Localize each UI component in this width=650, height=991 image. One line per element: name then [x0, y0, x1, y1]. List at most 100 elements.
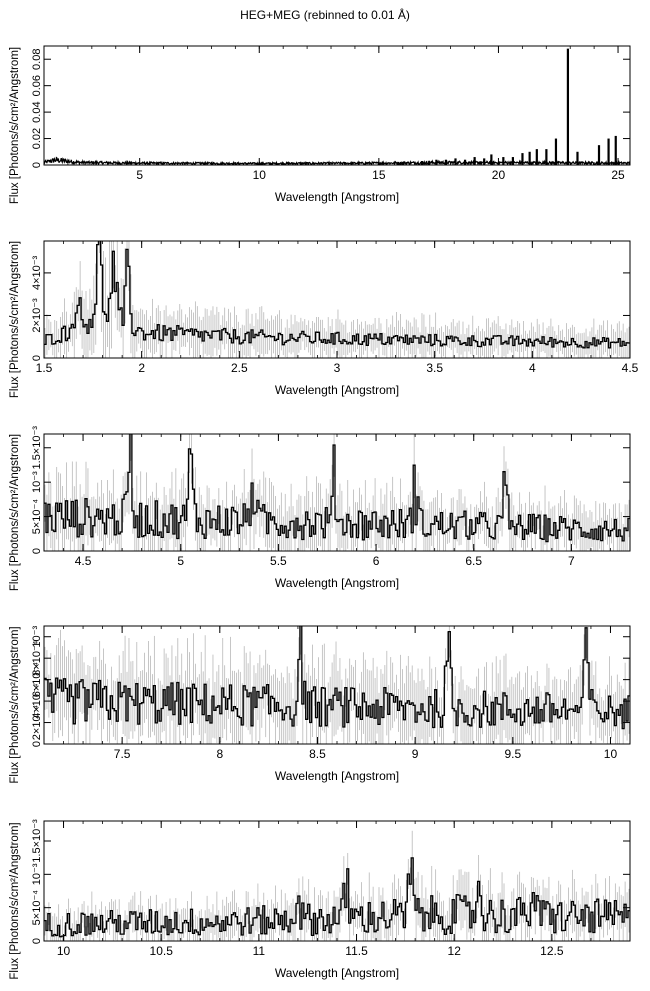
emission-line	[502, 157, 505, 165]
emission-line	[444, 159, 448, 165]
emission-line	[454, 158, 457, 165]
x-tick-label: 4	[529, 361, 536, 375]
y-tick-label: 0	[31, 355, 43, 361]
emission-line	[554, 138, 558, 165]
y-tick-label: 0	[31, 548, 43, 554]
y-tick-label: 10⁻³	[31, 471, 43, 493]
emission-line	[528, 151, 531, 165]
emission-line	[435, 159, 438, 165]
y-axis-label: Flux [Photons/s/cm²/Angstrom]	[9, 822, 21, 979]
x-axis-label: Wavelength [Angstrom]	[275, 383, 399, 397]
data-layer	[44, 434, 630, 551]
data-layer	[44, 830, 630, 941]
x-tick-label: 11	[253, 944, 266, 958]
x-tick-label: 4.5	[622, 361, 639, 375]
spectrum-histogram	[44, 857, 630, 938]
emission-line	[511, 157, 514, 165]
y-axis-label: Flux [Photons/s/cm²/Angstrom]	[9, 626, 21, 783]
emission-line	[420, 161, 424, 165]
spectrum-histogram	[44, 241, 630, 349]
emission-line	[566, 48, 570, 165]
emission-line	[614, 135, 617, 165]
x-tick-label: 8.5	[309, 747, 326, 761]
x-tick-label: 6	[373, 554, 380, 568]
emission-line	[463, 159, 467, 165]
y-tick-label: 5×10⁻⁴	[31, 890, 43, 926]
emission-line	[597, 145, 601, 165]
data-layer	[44, 241, 630, 358]
plot-frame	[43, 45, 631, 166]
x-tick-label: 10	[604, 747, 618, 761]
x-tick-label: 7	[568, 554, 575, 568]
x-tick-label: 5	[136, 168, 143, 182]
emission-line	[428, 161, 431, 165]
chart-title: HEG+MEG (rebinned to 0.01 Å)	[240, 8, 410, 22]
x-axis-label: Wavelength [Angstrom]	[275, 769, 399, 783]
x-tick-label: 2.5	[231, 361, 248, 375]
x-axis-label: Wavelength [Angstrom]	[275, 576, 399, 590]
y-tick-label: 10⁻³	[31, 863, 43, 885]
chart-panel-3: 4.5 5 5.5 6 6.5 7 0 5×10⁻⁴ 10⁻³1.5×10⁻³ Wavelengt…	[9, 426, 631, 591]
plot-frame	[43, 625, 631, 745]
x-tick-label: 10.5	[150, 944, 174, 958]
x-tick-label: 15	[372, 168, 386, 182]
y-tick-label: 1.5×10⁻³	[31, 426, 43, 470]
y-tick-label: 6×10⁻⁴	[31, 662, 43, 698]
chart-panel-2: 1.5 2 2.5 3 3.5 4 4.5 0 2×10⁻³ 4×10⁻³ Wavelength […	[9, 240, 639, 398]
emission-line	[576, 151, 579, 165]
emission-line	[490, 154, 493, 165]
x-tick-label: 1.5	[36, 361, 53, 375]
emission-line	[473, 157, 476, 165]
y-tick-label: 0.02	[31, 128, 43, 149]
y-tick-label: 0.04	[31, 101, 43, 122]
x-tick-label: 5.5	[270, 554, 287, 568]
spectrum-histogram	[44, 434, 630, 543]
emission-line	[521, 153, 524, 165]
x-tick-label: 12.5	[540, 944, 564, 958]
emission-line	[483, 158, 486, 165]
x-tick-label: 20	[492, 168, 506, 182]
y-tick-label: 2×10⁻⁴	[31, 705, 43, 741]
x-tick-label: 25	[611, 168, 625, 182]
x-tick-label: 7.5	[114, 747, 131, 761]
x-tick-label: 9.5	[504, 747, 521, 761]
y-tick-label: 4×10⁻³	[31, 255, 43, 290]
x-tick-label: 12	[448, 944, 462, 958]
x-tick-label: 3	[334, 361, 341, 375]
x-tick-label: 9	[412, 747, 419, 761]
x-tick-label: 11.5	[345, 944, 368, 958]
y-tick-label: 0	[31, 162, 43, 168]
emission-line	[535, 149, 538, 165]
data-layer	[44, 626, 630, 744]
spectrum-line	[44, 156, 630, 165]
x-tick-label: 3.5	[426, 361, 443, 375]
x-axis-label: Wavelength [Angstrom]	[275, 190, 399, 204]
x-tick-label: 5	[177, 554, 184, 568]
y-axis-label: Flux [Photons/s/cm²/Angstrom]	[9, 434, 21, 591]
y-tick-label: 2×10⁻³	[31, 298, 43, 333]
data-layer	[44, 48, 630, 165]
y-tick-label: 10⁻³	[31, 626, 43, 648]
x-tick-label: 4.5	[75, 554, 92, 568]
chart-panel-4: 7.5 8 8.5 9 9.5 10 02×10⁻⁴4×10⁻⁴6×10⁻⁴8×10⁻⁴10…	[9, 625, 631, 784]
y-tick-label: 0	[31, 741, 43, 747]
y-tick-label: 0	[31, 938, 43, 944]
x-tick-label: 2	[138, 361, 145, 375]
y-tick-label: 4×10⁻⁴	[31, 683, 43, 719]
y-axis-label: Flux [Photons/s/cm²/Angstrom]	[9, 47, 21, 204]
y-tick-label: 0.06	[31, 75, 43, 96]
chart-panel-5: 10 10.5 11 11.5 12 12.5 0 5×10⁻⁴ 10⁻³1.5×10⁻³ Wav…	[9, 819, 631, 980]
emission-line	[545, 149, 548, 165]
x-axis-label: Wavelength [Angstrom]	[275, 966, 399, 980]
spectrum-histogram	[44, 626, 630, 730]
chart-panel-1: 5 10 15 20 25 0 0.02 0.04 0.06 0.08 Wavelength [An…	[9, 45, 631, 204]
emission-line	[607, 138, 610, 165]
y-tick-label: 0.08	[31, 49, 43, 70]
x-tick-label: 10	[57, 944, 71, 958]
x-tick-label: 8	[216, 747, 223, 761]
y-tick-label: 8×10⁻⁴	[31, 640, 43, 676]
x-tick-label: 10	[253, 168, 267, 182]
x-tick-label: 6.5	[465, 554, 482, 568]
y-tick-label: 1.5×10⁻³	[31, 819, 43, 863]
